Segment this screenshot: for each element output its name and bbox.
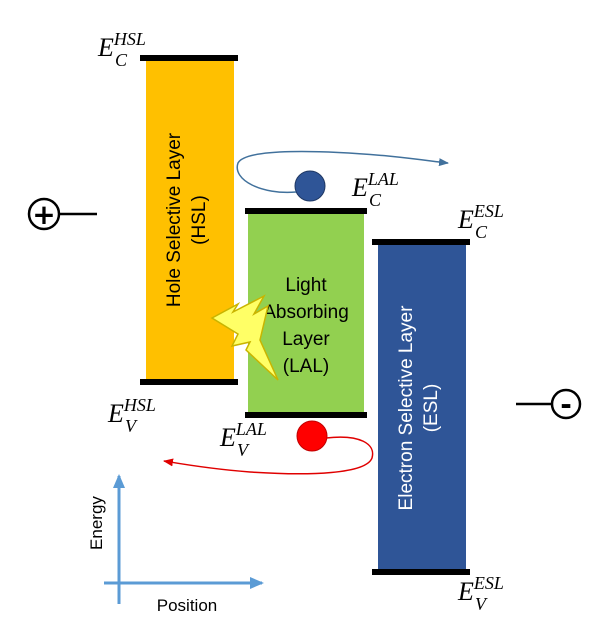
lal-label-line4: (LAL) <box>283 356 329 377</box>
esl-label: Electron Selective Layer <box>396 305 417 511</box>
electron-transfer-arrow <box>236 150 449 194</box>
lal-label-line1: Light <box>285 275 327 296</box>
hole-particle <box>296 420 328 452</box>
lal-label-line3: Layer <box>282 329 330 350</box>
ec-esl-label: EESL C <box>457 201 504 242</box>
position-axis-label: Position <box>157 596 217 615</box>
ev-esl-label: EESL V <box>457 573 504 614</box>
negative-terminal-symbol: - <box>560 388 572 421</box>
lightning-bolt-icon <box>210 294 279 381</box>
ev-lal-label: ELAL V <box>219 419 267 460</box>
positive-terminal-symbol: + <box>32 198 55 231</box>
negative-terminal-circle <box>550 388 582 420</box>
lal-band <box>248 211 364 415</box>
lal-label-line2: Absorbing <box>263 302 349 323</box>
energy-position-axes: Energy Position <box>87 474 264 615</box>
energy-axis-label: Energy <box>87 496 106 550</box>
ec-hsl-label: EHSL C <box>97 29 146 70</box>
hsl-layer: Hole Selective Layer (HSL) <box>140 55 238 385</box>
ev-hsl-label: EHSL V <box>107 395 156 436</box>
electron-particle <box>294 170 326 202</box>
esl-band <box>378 242 466 572</box>
hsl-abbrev: (HSL) <box>189 195 210 245</box>
lal-layer: Light Absorbing Layer (LAL) <box>245 208 367 418</box>
hsl-label: Hole Selective Layer <box>164 132 185 307</box>
positive-terminal: + <box>27 197 97 231</box>
esl-abbrev: (ESL) <box>421 384 442 433</box>
ec-lal-label: ELAL C <box>351 169 399 210</box>
hole-transfer-arrow <box>163 436 374 475</box>
negative-terminal: - <box>516 388 582 421</box>
hsl-band <box>146 58 234 382</box>
esl-layer: Electron Selective Layer (ESL) <box>372 239 470 575</box>
